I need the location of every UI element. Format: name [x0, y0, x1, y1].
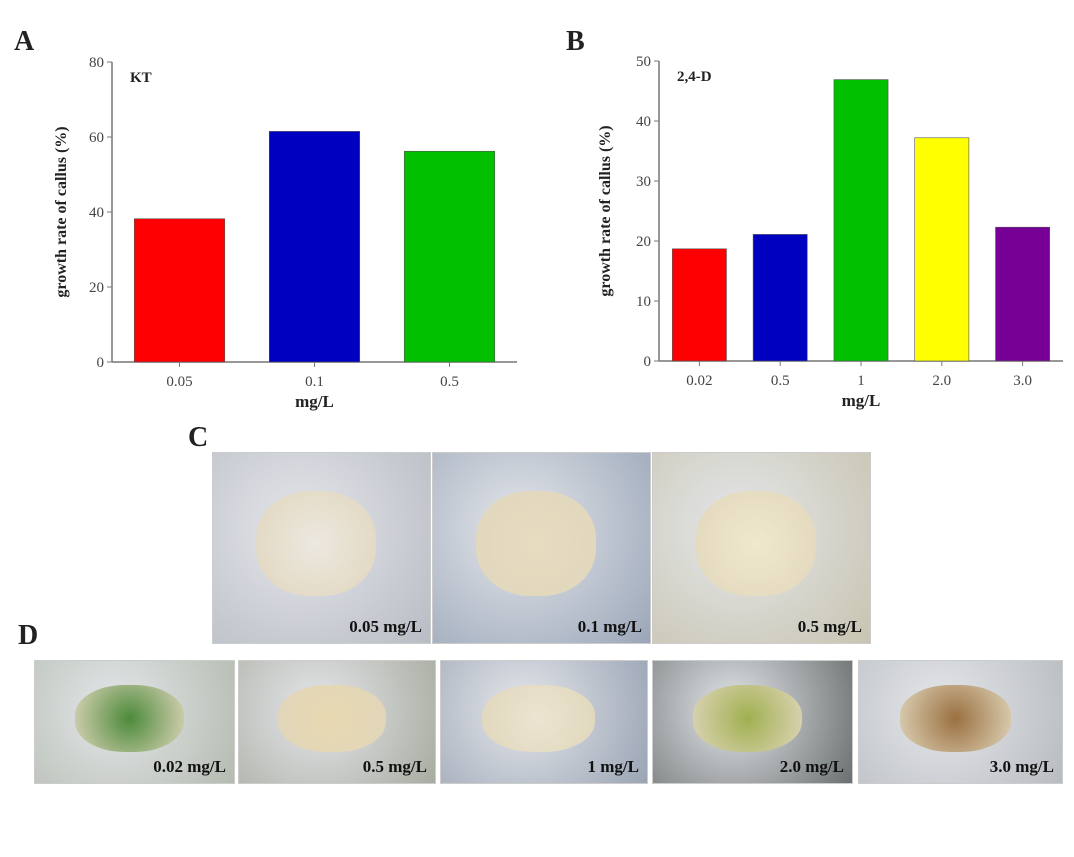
x-tick-label: 0.1 — [305, 374, 324, 390]
y-tick-label: 20 — [89, 280, 104, 296]
callus-tissue — [256, 491, 376, 596]
y-tick-label: 0 — [97, 355, 105, 371]
callus-photo: 2.0 mg/L — [652, 660, 853, 784]
x-axis-label: mg/L — [842, 391, 881, 410]
concentration-label: 0.5 mg/L — [362, 757, 427, 776]
x-tick-label: 0.05 — [166, 374, 192, 390]
concentration-label: 1 mg/L — [587, 757, 639, 776]
x-tick-label: 0.5 — [440, 374, 459, 390]
bar-3.0 — [995, 226, 1050, 362]
concentration-label: 2.0 mg/L — [779, 757, 844, 776]
bar-1 — [833, 79, 889, 362]
concentration-label: 3.0 mg/L — [989, 757, 1054, 776]
x-tick-label: 1 — [857, 373, 865, 389]
panel-label-a: A — [14, 26, 35, 57]
x-tick-label: 0.02 — [686, 373, 712, 389]
bar-2.0 — [914, 137, 970, 362]
concentration-label: 0.5 mg/L — [797, 617, 862, 636]
panel-label-b: B — [566, 26, 585, 57]
panel-label-c: C — [188, 422, 209, 453]
x-tick-label: 0.5 — [771, 373, 790, 389]
bar-0.5 — [403, 150, 496, 363]
bar-0.1 — [268, 131, 361, 363]
callus-tissue — [696, 491, 816, 596]
y-tick-label: 40 — [89, 205, 104, 221]
y-tick-label: 10 — [636, 294, 651, 310]
x-tick-label: 2.0 — [932, 373, 951, 389]
callus-tissue — [74, 685, 185, 753]
chart-title: KT — [130, 70, 152, 86]
callus-tissue — [899, 685, 1012, 753]
y-tick-label: 0 — [644, 354, 652, 370]
x-axis-label: mg/L — [295, 392, 334, 411]
callus-photo: 0.05 mg/L — [212, 452, 431, 644]
panel-label-d: D — [18, 620, 39, 651]
x-tick-label: 3.0 — [1013, 373, 1032, 389]
y-axis-label: growth rate of callus (%) — [53, 126, 70, 297]
bar-0.02 — [672, 248, 727, 362]
callus-photo: 3.0 mg/L — [858, 660, 1063, 784]
callus-tissue — [476, 491, 596, 596]
chart-24d: 0 10 20 30 40 50 0.02 0.5 1 2.0 3.0 2,4-D mg/L growth… — [597, 54, 1063, 410]
y-tick-label: 30 — [636, 174, 651, 190]
callus-tissue — [692, 685, 803, 753]
callus-photo: 0.02 mg/L — [34, 660, 235, 784]
callus-photo: 0.1 mg/L — [432, 452, 651, 644]
y-tick-label: 50 — [636, 54, 651, 70]
y-tick-label: 40 — [636, 114, 651, 130]
callus-photo: 0.5 mg/L — [652, 452, 871, 644]
bar-0.05 — [133, 218, 226, 363]
bar-0.5 — [752, 234, 808, 362]
concentration-label: 0.05 mg/L — [349, 617, 422, 636]
y-tick-label: 80 — [89, 55, 104, 71]
concentration-label: 0.02 mg/L — [153, 757, 226, 776]
y-tick-label: 20 — [636, 234, 651, 250]
concentration-label: 0.1 mg/L — [577, 617, 642, 636]
callus-tissue — [278, 685, 386, 753]
chart-title: 2,4-D — [677, 69, 712, 85]
callus-tissue — [482, 685, 596, 753]
y-axis-label: growth rate of callus (%) — [597, 125, 614, 296]
callus-photo: 1 mg/L — [440, 660, 648, 784]
chart-kt: 0 20 40 60 80 0.05 0.1 0.5 KT mg/L growth rate of … — [53, 55, 517, 411]
callus-photo: 0.5 mg/L — [238, 660, 436, 784]
y-tick-label: 60 — [89, 130, 104, 146]
